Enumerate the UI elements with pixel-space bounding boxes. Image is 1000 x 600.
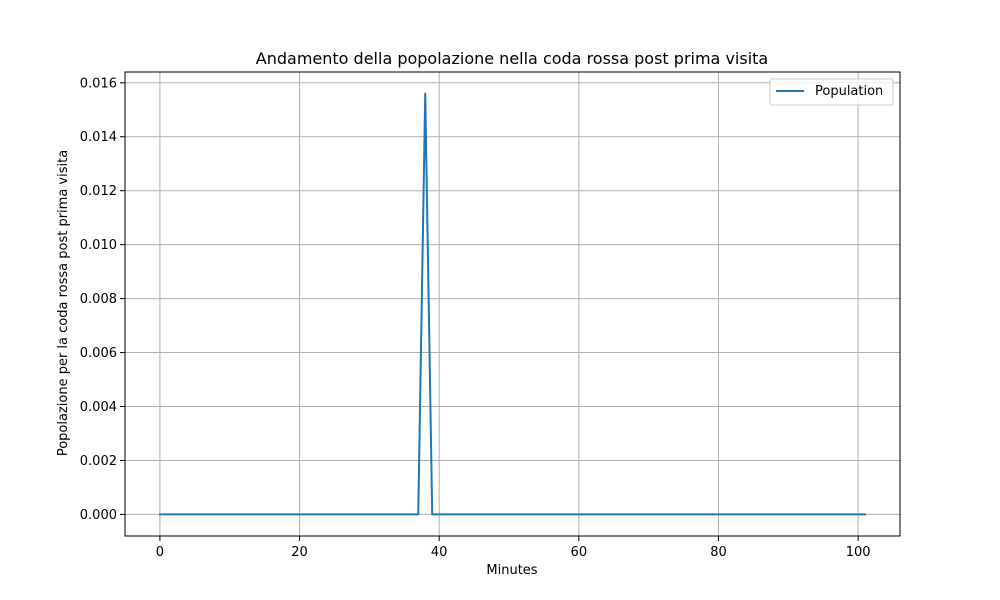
y-tick-label: 0.004 bbox=[80, 400, 117, 415]
y-tick-label: 0.006 bbox=[80, 346, 117, 361]
chart-title: Andamento della popolazione nella coda r… bbox=[256, 49, 768, 68]
x-axis-label: Minutes bbox=[486, 563, 537, 578]
tick-layer: 0 20 40 60 80 100 0.000 0.002 0.004 0.006 0.008 0.0… bbox=[80, 76, 871, 560]
y-tick-label: 0.012 bbox=[80, 184, 117, 199]
y-axis-label: Popolazione per la coda rossa post prima… bbox=[56, 150, 71, 456]
x-tick-label: 100 bbox=[846, 545, 871, 560]
plot-area-frame bbox=[124, 71, 901, 537]
grid-layer bbox=[125, 72, 900, 536]
x-tick-label: 0 bbox=[156, 545, 164, 560]
series-line-population bbox=[158, 92, 867, 516]
series-layer bbox=[158, 92, 867, 516]
legend-label: Population bbox=[815, 84, 883, 99]
y-tick-label: 0.010 bbox=[80, 238, 117, 253]
y-tick-label: 0.002 bbox=[80, 454, 117, 469]
x-tick-label: 20 bbox=[291, 545, 308, 560]
y-tick-label: 0.016 bbox=[80, 76, 117, 91]
y-tick-label: 0.014 bbox=[80, 130, 117, 145]
legend: Population bbox=[769, 78, 894, 106]
x-tick-label: 60 bbox=[571, 545, 588, 560]
legend-box bbox=[769, 78, 894, 106]
y-tick-label: 0.008 bbox=[80, 292, 117, 307]
x-tick-label: 40 bbox=[431, 545, 448, 560]
x-tick-label: 80 bbox=[710, 545, 727, 560]
y-tick-label: 0.000 bbox=[80, 508, 117, 523]
